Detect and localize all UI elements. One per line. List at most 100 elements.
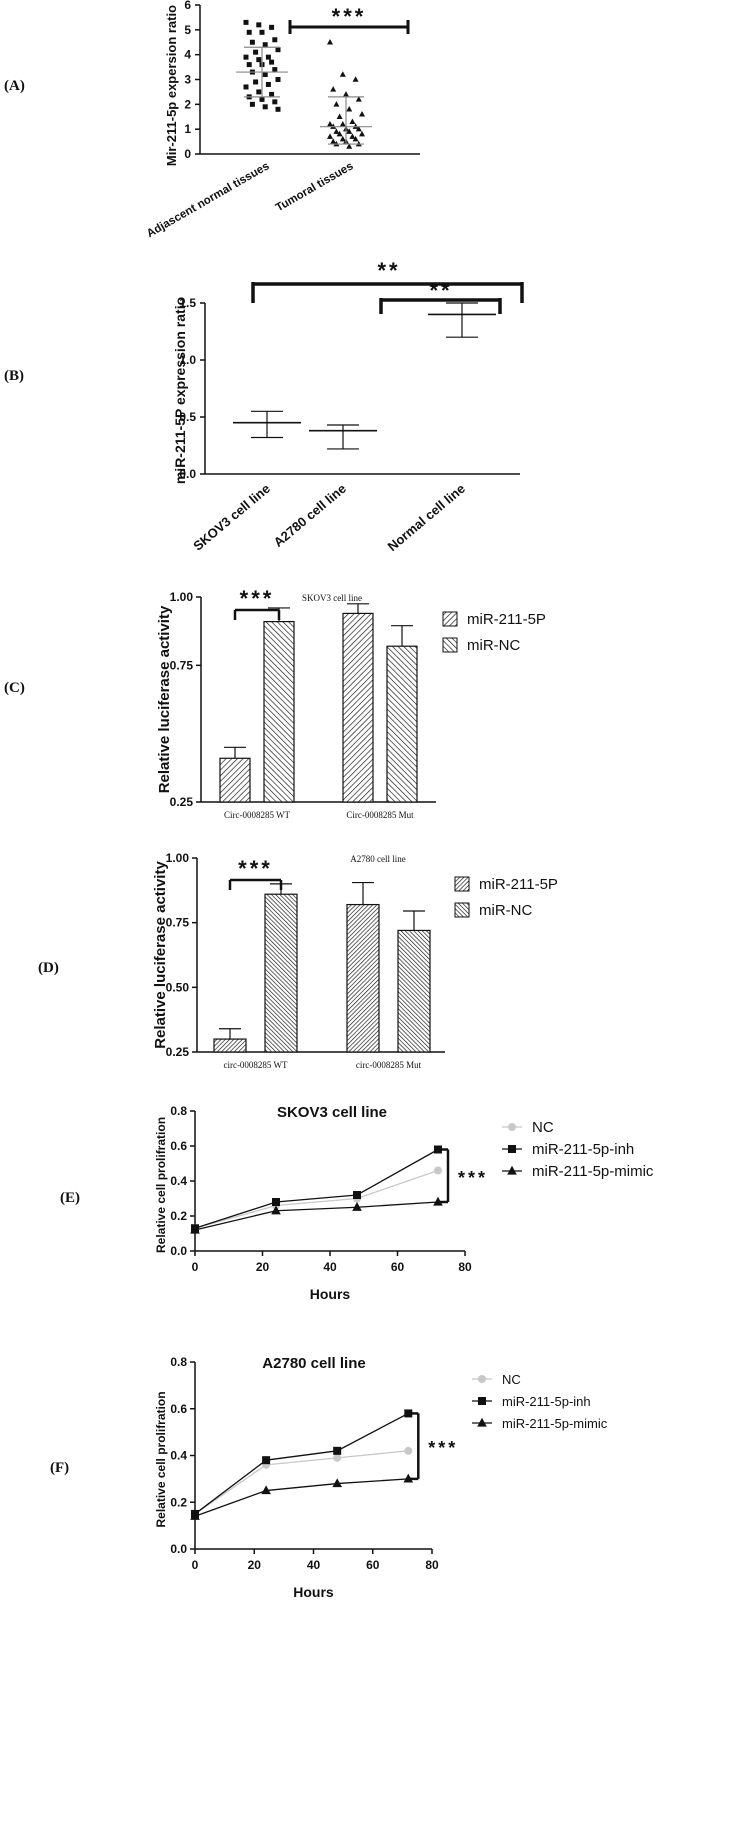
y-tick-label-b: 1.5 (179, 296, 196, 310)
y-tick-label-a: 6 (184, 0, 191, 12)
series-line (194, 1412, 409, 1515)
y-tick-label-bar: 0.25 (170, 795, 194, 809)
significance-label-a: *** (332, 4, 367, 29)
x-category-label-bar: circ-0008285 WT (223, 1060, 288, 1070)
series-line (194, 1478, 409, 1517)
data-point-a (269, 24, 275, 30)
legend-marker (477, 1417, 487, 1427)
y-tick-label-b: 1.0 (179, 353, 196, 367)
x-category-label-a: Adjascent normal tissues (145, 160, 272, 240)
x-category-label-bar: circ-0008285 Mut (356, 1060, 422, 1070)
legend-label: miR-211-5p-mimic (532, 1163, 654, 1180)
data-point (333, 1453, 342, 1462)
x-tick-label-line: 20 (256, 1260, 270, 1274)
legend-marker (507, 1165, 517, 1175)
y-tick-label-line: 0.8 (170, 1104, 187, 1118)
data-point-a (265, 81, 271, 87)
y-tick-label-bar: 0.50 (166, 980, 190, 994)
bar (263, 620, 295, 803)
legend-label: miR-211-5p-mimic (502, 1416, 608, 1431)
x-tick-label-line: 0 (192, 1558, 199, 1572)
y-axis-title-bar: Relative luciferase activity (152, 861, 169, 1049)
legend-label: miR-211-5P (467, 611, 546, 628)
data-point-a (346, 143, 353, 149)
chart-title-bar: A2780 cell line (350, 854, 406, 864)
data-point (433, 1196, 443, 1206)
data-point-a (339, 135, 346, 142)
significance-label: *** (428, 1438, 458, 1458)
legend-swatch (442, 637, 458, 653)
y-tick-label-a: 0 (184, 147, 191, 161)
legend-label: NC (502, 1372, 521, 1387)
legend-marker (478, 1397, 486, 1405)
x-tick-label-line: 60 (366, 1558, 380, 1572)
y-tick-label-line: 0.0 (170, 1542, 187, 1556)
legend-label: NC (532, 1119, 554, 1136)
data-point-a (243, 54, 249, 60)
legend-marker (508, 1123, 516, 1131)
data-point-a (259, 29, 265, 35)
data-point (434, 1145, 442, 1154)
y-tick-label-b: 0.5 (179, 410, 196, 424)
data-point-a (349, 133, 356, 139)
y-tick-label-a: 4 (184, 48, 191, 62)
legend-label: miR-211-5p-inh (532, 1141, 634, 1158)
data-point-a (336, 130, 343, 137)
x-axis-title-line: Hours (293, 1584, 334, 1600)
data-point-a (352, 76, 359, 82)
bar (219, 757, 251, 803)
y-tick-label-b: 0.0 (179, 467, 196, 481)
y-tick-label-bar: 1.00 (170, 590, 194, 604)
series-line (194, 1148, 439, 1229)
data-point-a (269, 91, 275, 97)
significance-label-b: ** (377, 258, 400, 283)
data-point-a (346, 128, 353, 134)
y-tick-label-line: 0.2 (170, 1495, 187, 1509)
x-category-label-a: Tumoral tissues (274, 160, 356, 214)
data-point-a (253, 79, 259, 85)
data-point-a (269, 59, 275, 65)
panel-label-e: (E) (60, 1190, 80, 1206)
data-point (333, 1446, 342, 1455)
bar (264, 893, 298, 1053)
significance-label: *** (458, 1168, 488, 1188)
data-point (190, 1224, 200, 1234)
data-point-a (339, 71, 346, 77)
data-point (403, 1473, 414, 1483)
data-point (271, 1205, 281, 1215)
data-point-a (327, 133, 333, 139)
data-point-a (359, 130, 365, 137)
legend-swatch (454, 876, 470, 892)
y-tick-label-a: 3 (184, 73, 191, 87)
y-axis-title-line: Relative cell prolifration (154, 1391, 168, 1527)
data-point (261, 1485, 271, 1495)
data-point-a (249, 101, 255, 107)
x-tick-label-line: 80 (425, 1558, 439, 1572)
y-tick-label-line: 0.6 (170, 1139, 187, 1153)
panel-label-f: (F) (50, 1460, 70, 1476)
y-axis-title-bar: Relative luciferase activity (156, 605, 173, 793)
data-point-a (262, 104, 268, 110)
y-axis-title-a: Mir-211-5p expersion ratio (164, 5, 179, 166)
data-point-a (262, 42, 268, 48)
data-point-a (256, 22, 262, 28)
y-axis-title-b: miR-211-5P expression ratio (172, 297, 188, 484)
legend-marker (478, 1375, 486, 1383)
data-point-a (330, 138, 337, 144)
x-tick-label-line: 60 (391, 1260, 405, 1274)
data-point (434, 1166, 442, 1175)
y-axis-title-line: Relative cell prolifration (154, 1117, 168, 1253)
data-point-a (272, 37, 278, 43)
data-point-a (259, 96, 265, 102)
data-point-a (359, 111, 365, 117)
significance-label: *** (238, 856, 273, 881)
data-point-a (272, 67, 278, 73)
data-point-a (246, 29, 252, 35)
y-tick-label-line: 0.8 (170, 1355, 187, 1369)
data-point (404, 1446, 413, 1455)
data-point-a (253, 49, 259, 55)
data-point-a (343, 91, 349, 97)
x-tick-label-line: 40 (307, 1558, 321, 1572)
data-point-a (333, 128, 340, 134)
data-point-a (265, 54, 271, 60)
